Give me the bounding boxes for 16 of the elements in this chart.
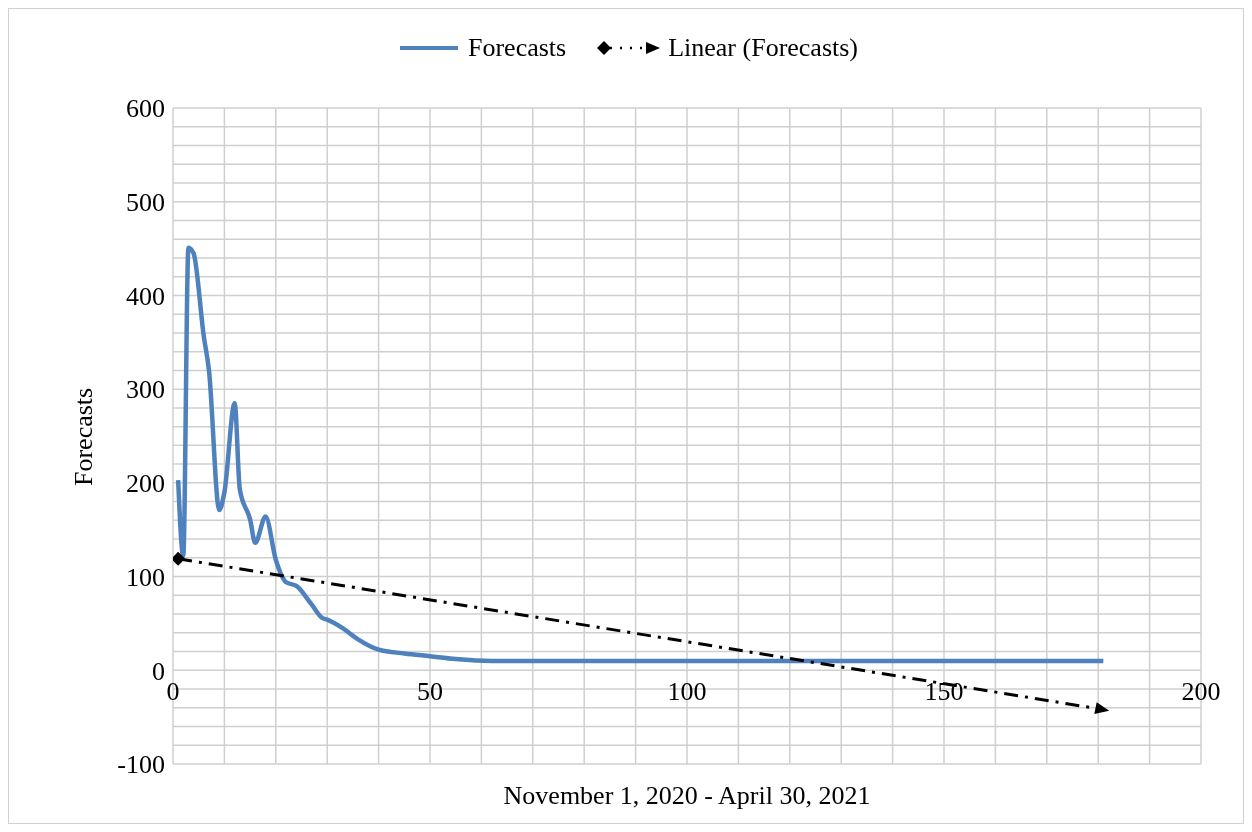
y-tick-label: -100: [117, 750, 165, 780]
y-tick-label: 500: [126, 187, 165, 217]
y-tick-label: 600: [126, 94, 165, 124]
y-tick-label: 300: [126, 375, 165, 405]
x-tick-label: 50: [417, 677, 443, 706]
x-tick-label: 200: [1181, 677, 1221, 706]
legend-label: Linear (Forecasts): [668, 33, 859, 63]
x-axis-title: November 1, 2020 - April 30, 2021: [503, 781, 871, 810]
y-tick-label: 400: [126, 281, 165, 311]
y-tick-label: 200: [126, 469, 165, 499]
y-axis-title: Forecasts: [69, 387, 99, 486]
legend-label: Forecasts: [467, 33, 567, 63]
x-tick-label: 100: [667, 677, 707, 706]
y-tick-label: 0: [152, 656, 165, 686]
y-tick-label: 100: [126, 562, 165, 592]
line-series: [175, 245, 1106, 664]
